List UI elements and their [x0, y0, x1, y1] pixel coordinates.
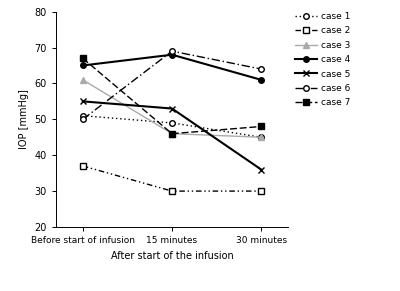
Y-axis label: IOP [mmHg]: IOP [mmHg]	[19, 89, 29, 149]
Legend: case 1, case 2, case 3, case 4, case 5, case 6, case 7: case 1, case 2, case 3, case 4, case 5, …	[295, 12, 350, 107]
X-axis label: After start of the infusion: After start of the infusion	[111, 251, 233, 260]
